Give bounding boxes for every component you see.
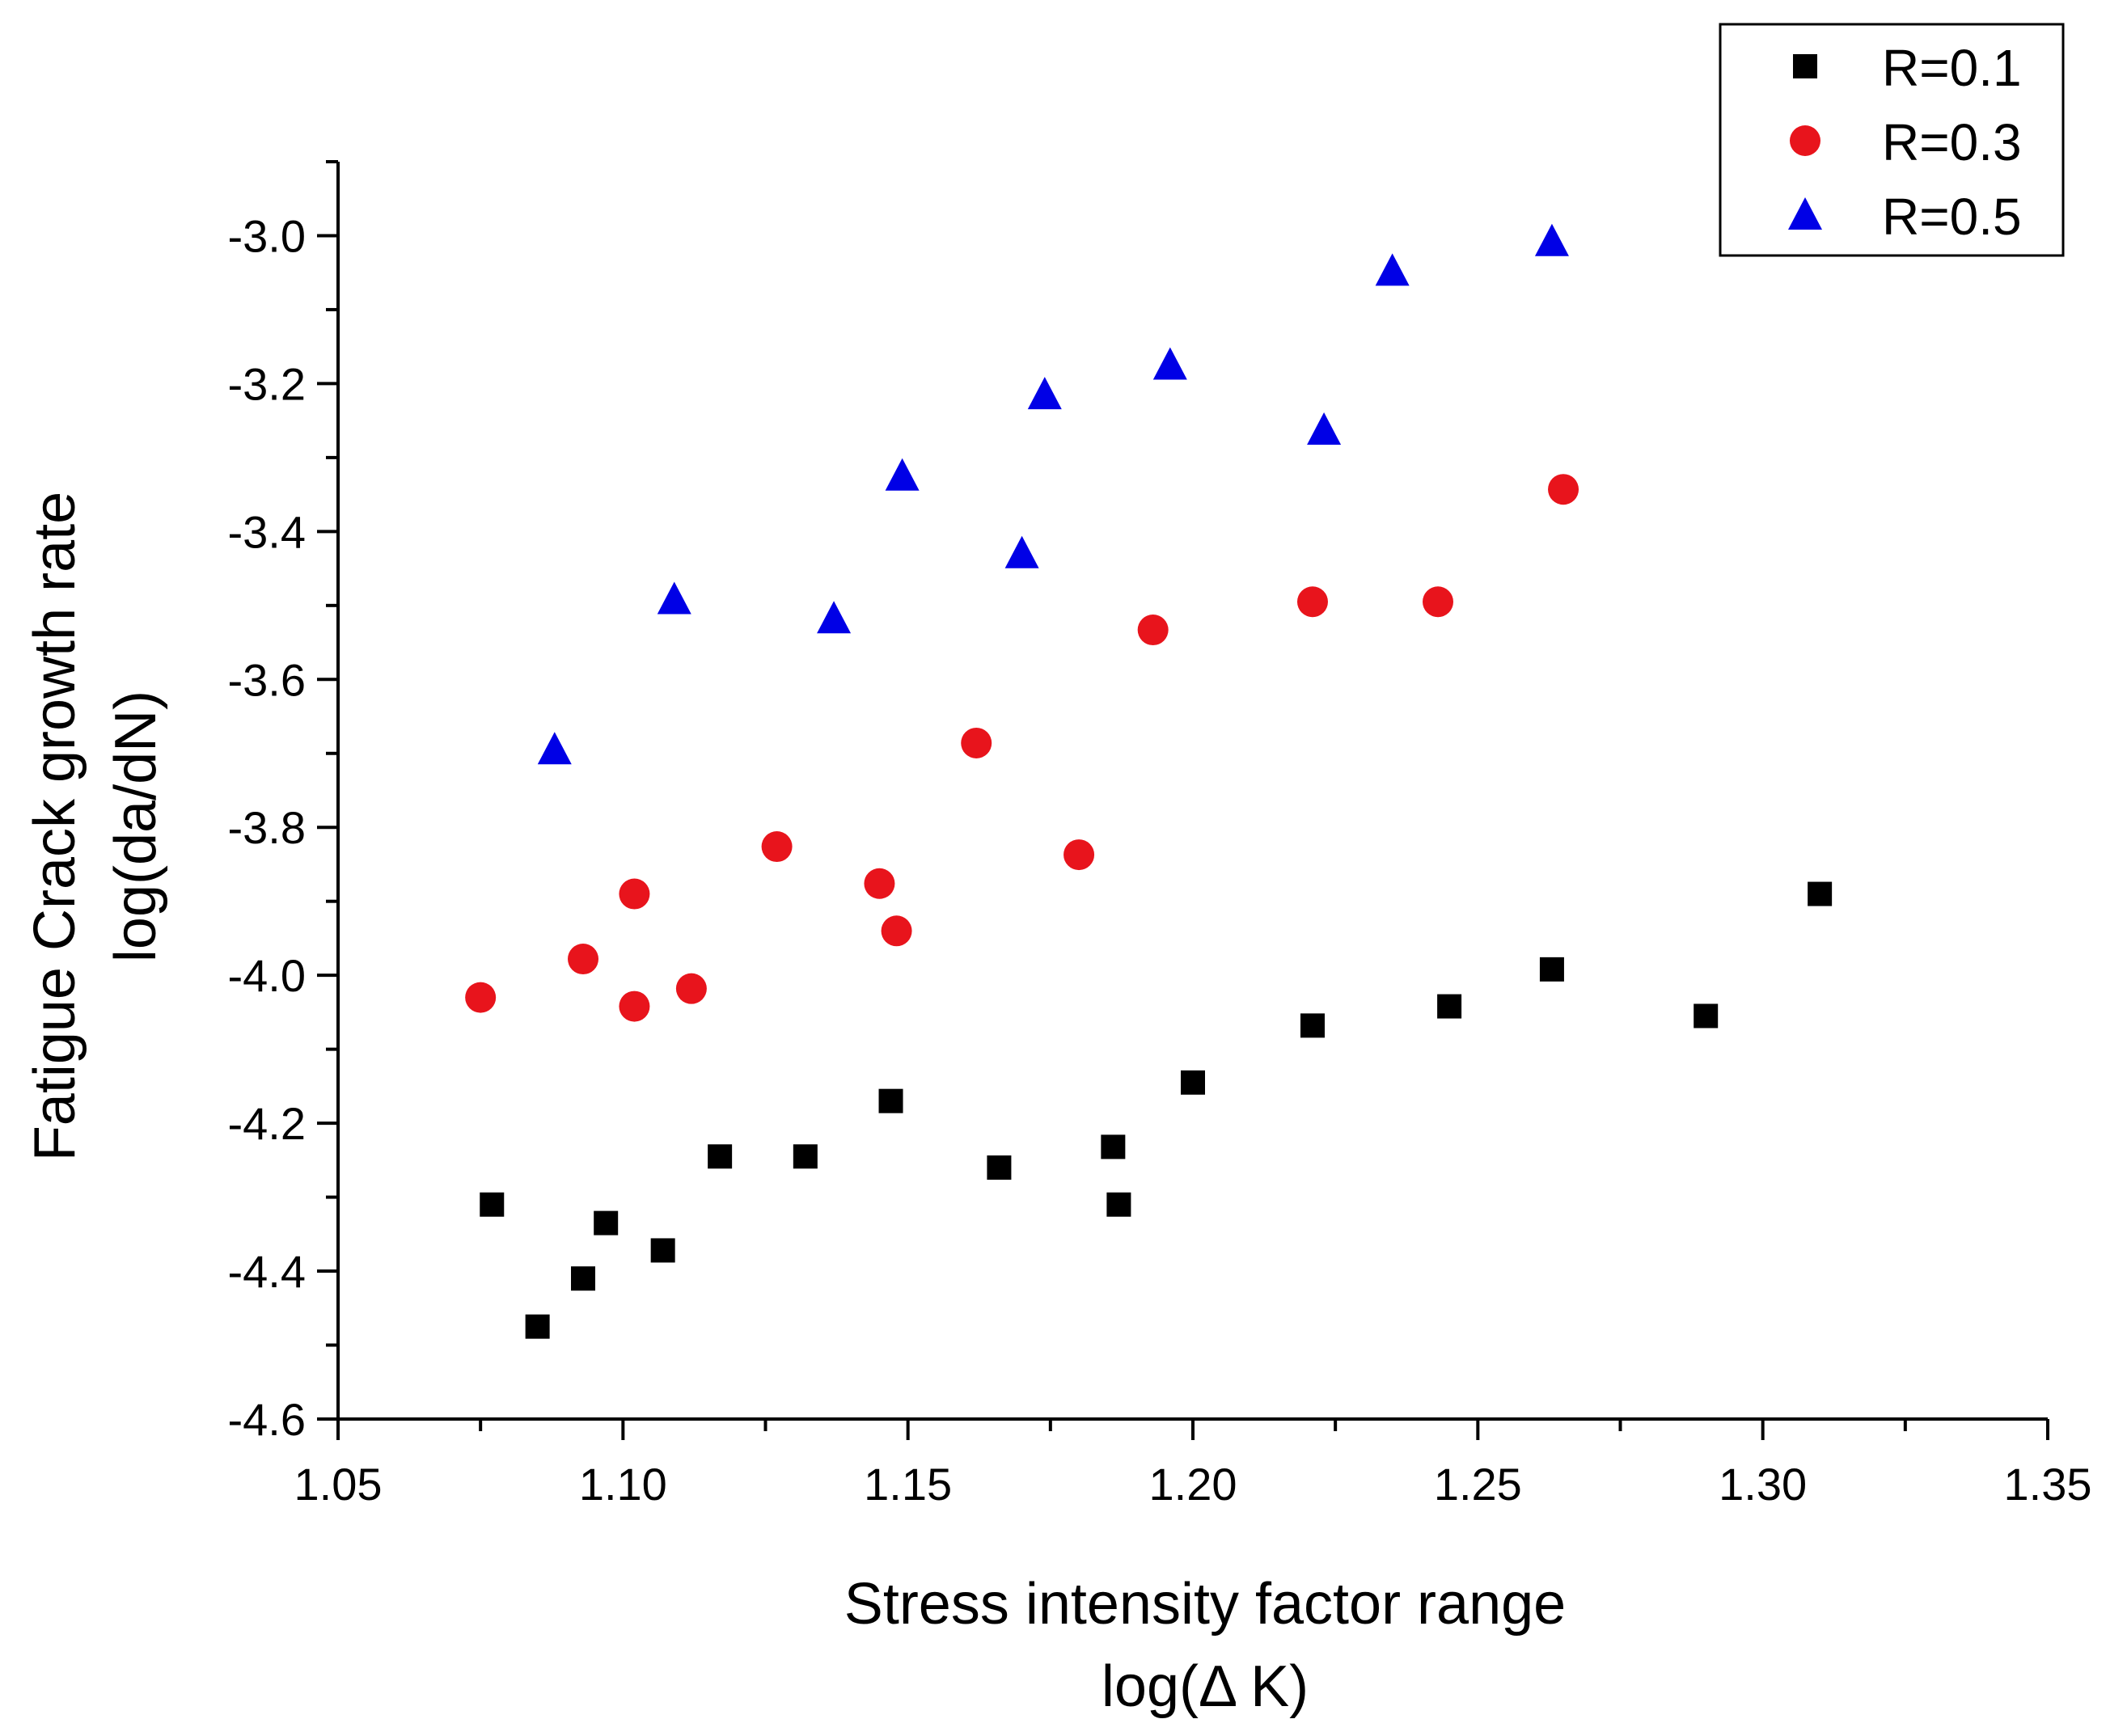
- data-point-square: [1300, 1013, 1325, 1038]
- x-tick-label: 1.25: [1434, 1459, 1522, 1510]
- data-point-square: [793, 1144, 818, 1169]
- series-circle: [465, 474, 1579, 1022]
- y-tick-label: -4.6: [228, 1394, 307, 1445]
- y-tick-label: -3.4: [228, 506, 307, 557]
- y-tick-label: -3.6: [228, 654, 307, 705]
- data-point-square: [987, 1155, 1012, 1180]
- data-point-circle: [881, 915, 912, 947]
- x-tick-label: 1.05: [294, 1459, 383, 1510]
- y-tick-label: -4.0: [228, 950, 307, 1001]
- data-point-circle: [1064, 839, 1095, 871]
- data-point-triangle: [1152, 347, 1187, 380]
- data-point-triangle: [1027, 377, 1062, 410]
- legend-marker-circle: [1790, 125, 1820, 156]
- data-point-square: [650, 1238, 675, 1263]
- legend-label: R=0.3: [1882, 113, 2022, 171]
- x-axis-unit: log(Δ K): [1102, 1654, 1309, 1719]
- legend-marker-triangle: [1788, 197, 1822, 230]
- data-point-triangle: [1375, 253, 1410, 286]
- legend-label: R=0.1: [1882, 39, 2022, 97]
- legend-box: [1719, 23, 2065, 257]
- data-point-square: [1808, 881, 1833, 906]
- y-tick-label: -4.4: [228, 1246, 307, 1297]
- data-point-circle: [568, 944, 599, 975]
- data-point-circle: [864, 868, 895, 899]
- data-point-triangle: [1307, 412, 1342, 446]
- data-point-square: [480, 1192, 505, 1217]
- y-tick-label: -3.0: [228, 210, 307, 261]
- y-tick-label: -4.2: [228, 1098, 307, 1149]
- x-tick-label: 1.10: [579, 1459, 667, 1510]
- data-point-square: [1101, 1134, 1126, 1159]
- data-point-triangle: [657, 581, 691, 615]
- x-tick-label: 1.15: [864, 1459, 952, 1510]
- tick-marks: [317, 160, 2049, 1440]
- data-point-square: [878, 1088, 903, 1113]
- data-point-square: [1106, 1192, 1131, 1217]
- data-point-square: [594, 1210, 619, 1235]
- data-point-square: [571, 1266, 596, 1291]
- data-points: [465, 223, 1833, 1339]
- data-point-triangle: [885, 458, 920, 491]
- data-point-square: [1694, 1003, 1719, 1029]
- data-point-circle: [619, 878, 650, 910]
- y-tick-label: -3.2: [228, 358, 307, 409]
- y-tick-label: -3.8: [228, 802, 307, 853]
- data-point-circle: [1548, 474, 1579, 505]
- data-point-square: [1181, 1070, 1205, 1095]
- legend: R=0.1 R=0.3 R=0.5: [1719, 23, 2065, 257]
- data-point-square: [708, 1144, 733, 1169]
- y-axis-title: Fatigue Crack growth rate: [23, 492, 87, 1161]
- data-point-triangle: [1534, 223, 1569, 256]
- data-point-circle: [1296, 586, 1328, 618]
- series-triangle: [537, 223, 1569, 765]
- data-point-square: [1539, 957, 1564, 982]
- data-point-circle: [1137, 615, 1169, 646]
- data-point-circle: [1423, 586, 1454, 618]
- x-axis-title: Stress intensity factor range: [844, 1572, 1566, 1637]
- data-point-triangle: [1004, 535, 1039, 568]
- data-point-circle: [761, 831, 793, 863]
- x-tick-label: 1.30: [1719, 1459, 1807, 1510]
- x-tick-label: 1.20: [1149, 1459, 1237, 1510]
- data-point-circle: [961, 727, 992, 758]
- data-point-triangle: [537, 732, 572, 765]
- data-point-circle: [465, 982, 497, 1013]
- legend-marker-square: [1793, 54, 1817, 78]
- data-point-circle: [619, 990, 650, 1022]
- y-axis-unit: log(da/dN): [104, 691, 168, 962]
- data-point-square: [1437, 994, 1462, 1019]
- data-point-square: [525, 1314, 550, 1339]
- data-point-circle: [675, 973, 707, 1004]
- legend-label: R=0.5: [1882, 188, 2022, 246]
- x-tick-label: 1.35: [2004, 1459, 2092, 1510]
- tick-labels: 1.05 1.10 1.15 1.20 1.25 1.30 1.35 -4.6 -4.4 -4.2…: [228, 210, 2092, 1510]
- series-square: [480, 881, 1833, 1339]
- data-point-triangle: [817, 601, 852, 634]
